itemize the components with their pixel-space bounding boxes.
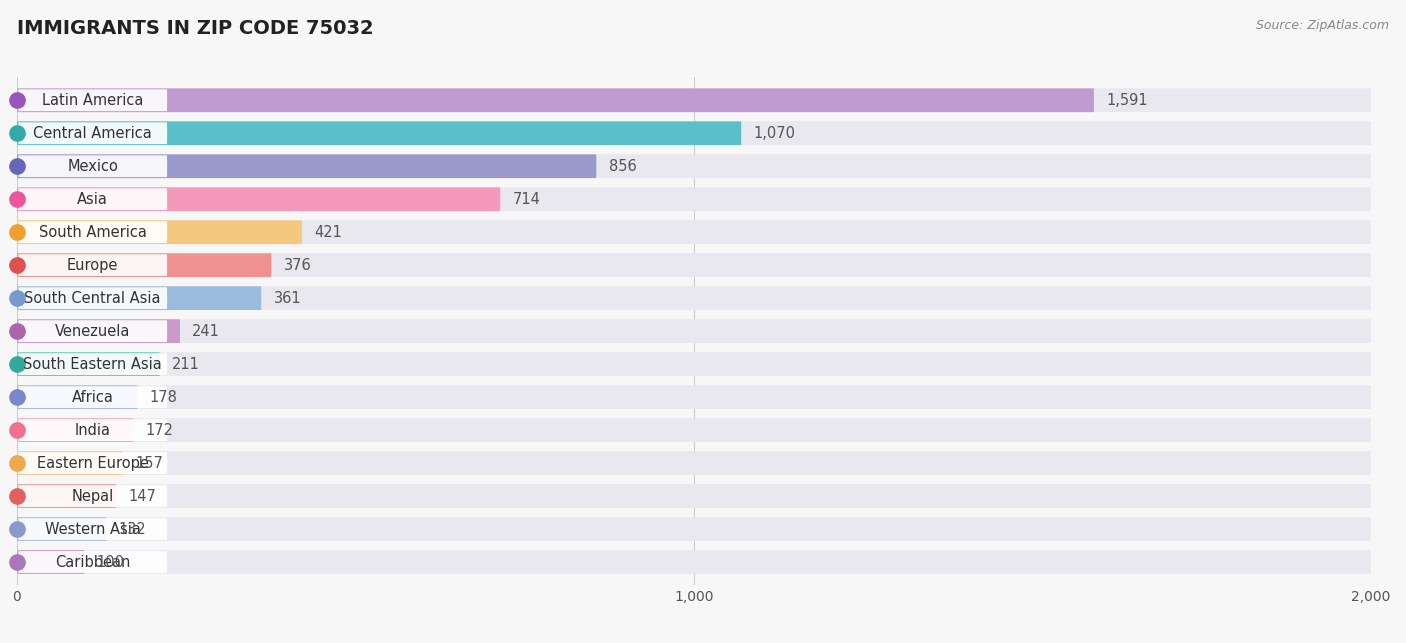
FancyBboxPatch shape — [18, 254, 167, 276]
Text: Central America: Central America — [34, 126, 152, 141]
FancyBboxPatch shape — [18, 287, 167, 309]
Text: 1,591: 1,591 — [1107, 93, 1147, 108]
FancyBboxPatch shape — [18, 122, 167, 144]
Text: IMMIGRANTS IN ZIP CODE 75032: IMMIGRANTS IN ZIP CODE 75032 — [17, 19, 374, 39]
FancyBboxPatch shape — [17, 550, 1371, 574]
FancyBboxPatch shape — [17, 550, 84, 574]
Text: 178: 178 — [149, 390, 177, 404]
FancyBboxPatch shape — [17, 451, 124, 475]
FancyBboxPatch shape — [17, 122, 741, 145]
FancyBboxPatch shape — [17, 122, 1371, 145]
FancyBboxPatch shape — [17, 484, 1371, 508]
FancyBboxPatch shape — [18, 551, 167, 573]
FancyBboxPatch shape — [17, 418, 1371, 442]
FancyBboxPatch shape — [17, 385, 138, 409]
FancyBboxPatch shape — [17, 154, 1371, 178]
FancyBboxPatch shape — [18, 518, 167, 540]
FancyBboxPatch shape — [18, 156, 167, 177]
Text: India: India — [75, 422, 111, 438]
FancyBboxPatch shape — [17, 286, 262, 310]
Text: 376: 376 — [284, 258, 311, 273]
Text: Latin America: Latin America — [42, 93, 143, 108]
Text: South Eastern Asia: South Eastern Asia — [24, 357, 162, 372]
FancyBboxPatch shape — [18, 419, 167, 441]
Text: 361: 361 — [273, 291, 301, 305]
FancyBboxPatch shape — [17, 88, 1094, 112]
FancyBboxPatch shape — [17, 352, 1371, 376]
FancyBboxPatch shape — [17, 385, 1371, 409]
Text: 714: 714 — [512, 192, 540, 206]
FancyBboxPatch shape — [18, 221, 167, 243]
FancyBboxPatch shape — [17, 451, 1371, 475]
Text: 157: 157 — [135, 456, 163, 471]
FancyBboxPatch shape — [17, 187, 1371, 211]
FancyBboxPatch shape — [17, 320, 180, 343]
Text: 211: 211 — [172, 357, 200, 372]
Text: 241: 241 — [193, 323, 221, 339]
FancyBboxPatch shape — [18, 320, 167, 342]
FancyBboxPatch shape — [18, 386, 167, 408]
Text: Western Asia: Western Asia — [45, 521, 141, 536]
Text: Eastern Europe: Eastern Europe — [37, 456, 149, 471]
Text: 147: 147 — [128, 489, 156, 503]
FancyBboxPatch shape — [18, 452, 167, 474]
FancyBboxPatch shape — [17, 517, 1371, 541]
Text: Mexico: Mexico — [67, 159, 118, 174]
FancyBboxPatch shape — [17, 221, 1371, 244]
FancyBboxPatch shape — [17, 154, 596, 178]
Text: 100: 100 — [97, 554, 125, 570]
Text: Nepal: Nepal — [72, 489, 114, 503]
FancyBboxPatch shape — [17, 253, 271, 277]
FancyBboxPatch shape — [18, 89, 167, 111]
FancyBboxPatch shape — [17, 187, 501, 211]
Text: 421: 421 — [314, 224, 342, 240]
Text: 132: 132 — [118, 521, 146, 536]
FancyBboxPatch shape — [17, 320, 1371, 343]
Text: Source: ZipAtlas.com: Source: ZipAtlas.com — [1256, 19, 1389, 32]
Text: Caribbean: Caribbean — [55, 554, 131, 570]
Text: South Central Asia: South Central Asia — [24, 291, 160, 305]
Text: Asia: Asia — [77, 192, 108, 206]
Text: 172: 172 — [145, 422, 173, 438]
FancyBboxPatch shape — [18, 485, 167, 507]
FancyBboxPatch shape — [17, 88, 1371, 112]
FancyBboxPatch shape — [17, 517, 107, 541]
Text: Europe: Europe — [67, 258, 118, 273]
FancyBboxPatch shape — [17, 286, 1371, 310]
Text: 1,070: 1,070 — [754, 126, 796, 141]
Text: South America: South America — [39, 224, 146, 240]
FancyBboxPatch shape — [18, 188, 167, 210]
FancyBboxPatch shape — [17, 484, 117, 508]
FancyBboxPatch shape — [17, 253, 1371, 277]
FancyBboxPatch shape — [17, 352, 160, 376]
FancyBboxPatch shape — [18, 353, 167, 375]
FancyBboxPatch shape — [17, 221, 302, 244]
FancyBboxPatch shape — [17, 418, 134, 442]
Text: Venezuela: Venezuela — [55, 323, 131, 339]
Text: 856: 856 — [609, 159, 637, 174]
Text: Africa: Africa — [72, 390, 114, 404]
